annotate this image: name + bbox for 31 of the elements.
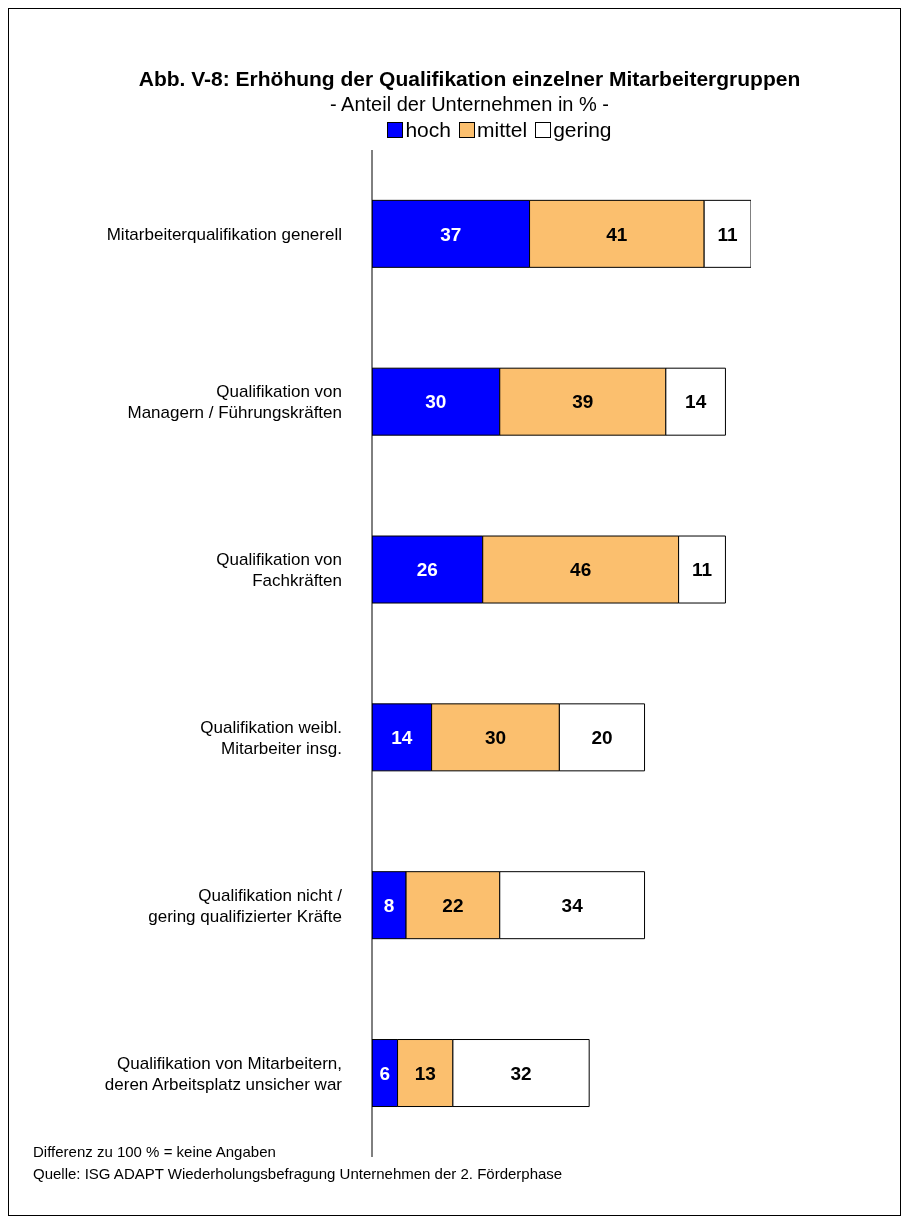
data-label: 13: [414, 1062, 436, 1084]
data-label: 11: [717, 223, 739, 245]
data-label: 32: [510, 1062, 532, 1084]
data-label: 14: [685, 391, 707, 413]
data-label: 8: [383, 894, 395, 916]
y-tick-label: Qualifikation von Fachkräften: [216, 550, 342, 591]
data-label: 37: [440, 223, 462, 245]
source-note: Quelle: ISG ADAPT Wiederholungsbefragung Unternehmen der 2. Förderphase: [33, 1164, 563, 1184]
data-label: 30: [425, 391, 447, 413]
data-label: 46: [570, 559, 592, 581]
y-tick-label: Qualifikation von Managern / Führungskräften: [127, 382, 342, 423]
data-label: 34: [561, 894, 584, 916]
data-label: 6: [379, 1062, 391, 1084]
data-label: 41: [606, 223, 628, 245]
data-label: 11: [691, 559, 713, 581]
legend-label: mittel: [476, 118, 528, 142]
y-tick-label: Mitarbeiterqualifikation generell: [106, 224, 342, 244]
data-label: 26: [416, 559, 438, 581]
data-label: 22: [442, 894, 464, 916]
data-label: 39: [572, 391, 594, 413]
data-label: 20: [591, 727, 613, 749]
data-label: 30: [484, 727, 507, 749]
y-tick-label: Qualifikation nicht / gering qualifizierter Kräfte: [148, 885, 343, 926]
text: Differenz zu 100 % = keine Angaben: [33, 1142, 277, 1162]
data-label: 14: [391, 727, 413, 749]
legend-label: hoch: [404, 118, 451, 142]
legend-label: gering: [552, 118, 612, 142]
y-tick-label: Qualifikation weibl. Mitarbeiter insg.: [200, 717, 342, 758]
y-tick-label: Qualifikation von Mitarbeitern, deren Arbeitsplatz unsicher war: [104, 1053, 343, 1094]
chart-title: Abb. V-8: Erhöhung der Qualifikation einzelner Mitarbeitergruppen: [137, 67, 802, 91]
chart-subtitle: - Anteil der Unternehmen in % -: [329, 93, 610, 116]
